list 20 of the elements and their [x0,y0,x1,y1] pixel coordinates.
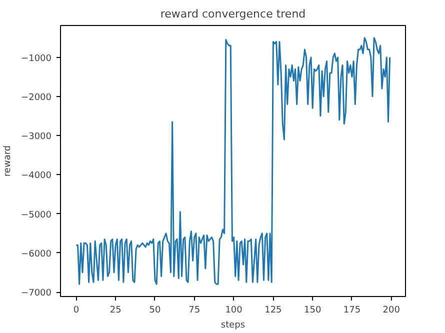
y-tick-label: −1000 [21,54,52,64]
x-tick-label: 50 [149,306,161,316]
y-tick-label: −7000 [21,288,52,299]
y-tick-label: −2000 [21,92,52,103]
y-tick-label: −4000 [21,171,52,182]
x-tick-label: 25 [110,306,122,316]
x-tick-label: 200 [382,306,400,316]
x-tick-label: 175 [343,306,361,316]
x-tick-label: 0 [73,306,80,316]
y-tick-label: −6000 [21,249,52,260]
line-series [75,37,391,285]
chart-title: reward convergence trend [160,8,306,20]
x-tick-label: 125 [264,306,282,316]
x-tick-label: 150 [304,306,322,316]
x-tick-label: 100 [225,306,243,316]
y-tick-label: −5000 [21,210,52,220]
y-tick-label: −3000 [21,132,52,142]
x-tick-label: 75 [188,306,200,316]
y-axis-title: reward [3,145,14,177]
x-axis-title: steps [220,320,246,330]
